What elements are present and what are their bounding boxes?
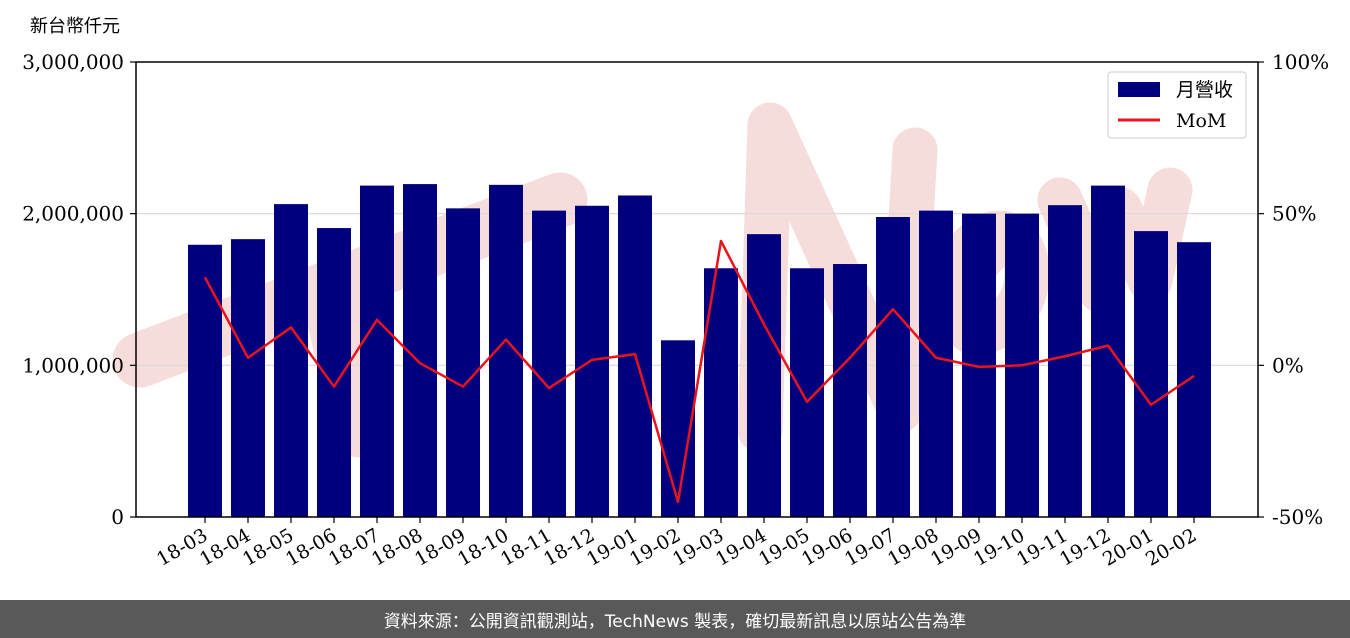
revenue-bar: [446, 208, 480, 517]
revenue-bar: [876, 217, 910, 517]
revenue-bar: [1134, 231, 1168, 517]
right-tick-label: 100%: [1272, 50, 1329, 74]
legend: 月營收 MoM: [1107, 71, 1247, 139]
revenue-bar: [274, 204, 308, 517]
right-tick-label: 0%: [1272, 353, 1304, 377]
x-tick-label: 20-02: [1142, 524, 1200, 570]
bar-series: [188, 184, 1211, 517]
mom-line: [203, 239, 1195, 504]
revenue-bar: [532, 210, 566, 517]
revenue-bar: [790, 268, 824, 517]
left-y-axis: 0 1,000,000 2,000,000 3,000,000: [22, 50, 136, 529]
footer-text: 資料來源：公開資訊觀測站，TechNews 製表，確切最新訊息以原站公告為準: [383, 611, 967, 632]
revenue-bar: [1091, 185, 1125, 517]
revenue-bar: [317, 228, 351, 517]
left-tick-label: 0: [111, 505, 124, 529]
plot-frame: [135, 61, 1259, 518]
revenue-bar: [833, 264, 867, 517]
left-tick-label: 3,000,000: [22, 50, 124, 74]
mom-line-series: [203, 239, 1195, 504]
legend-bar-label: 月營收: [1176, 79, 1233, 101]
revenue-bar: [231, 239, 265, 517]
unit-label: 新台幣仟元: [30, 16, 120, 37]
legend-bar-swatch: [1118, 82, 1160, 97]
right-tick-label: -50%: [1272, 505, 1323, 529]
revenue-bar: [919, 210, 953, 517]
x-axis: 18-0318-0418-0518-0618-0718-0818-0918-10…: [153, 517, 1201, 571]
revenue-bar: [188, 244, 222, 517]
right-y-axis: -50% 0% 50% 100%: [1258, 50, 1329, 529]
revenue-bar: [1177, 242, 1211, 517]
revenue-bar: [360, 185, 394, 517]
revenue-bar: [1048, 205, 1082, 517]
right-tick-label: 50%: [1272, 202, 1316, 226]
chart-svg: 0 1,000,000 2,000,000 3,000,000 -50% 0% 50% 10…: [22, 16, 1329, 571]
legend-line-label: MoM: [1176, 110, 1226, 132]
chart: 0 1,000,000 2,000,000 3,000,000 -50% 0% 50% 10…: [22, 16, 1329, 571]
revenue-bar: [575, 205, 609, 517]
left-tick-label: 1,000,000: [22, 353, 124, 377]
revenue-bar: [747, 234, 781, 517]
left-tick-label: 2,000,000: [22, 202, 124, 226]
source-footer: 資料來源：公開資訊觀測站，TechNews 製表，確切最新訊息以原站公告為準: [0, 600, 1350, 638]
